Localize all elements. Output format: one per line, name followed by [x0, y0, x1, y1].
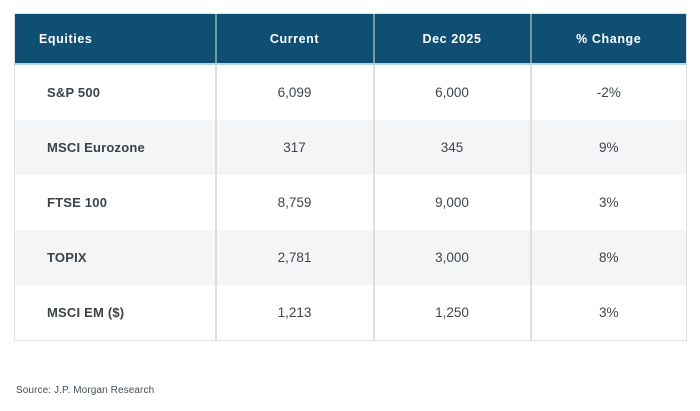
- current-value: 6,099: [214, 64, 374, 120]
- table-row: MSCI Eurozone 317 345 9%: [14, 120, 687, 175]
- row-label: TOPIX: [14, 230, 216, 285]
- equities-table: Equities Current Dec 2025 % Change S&P 5…: [14, 13, 687, 341]
- current-value: 317: [214, 120, 374, 175]
- pct-change-value: 9%: [529, 120, 687, 175]
- table-row: TOPIX 2,781 3,000 8%: [14, 230, 687, 285]
- dec-2025-value: 345: [372, 120, 531, 175]
- pct-change-value: -2%: [529, 64, 687, 120]
- row-label: FTSE 100: [14, 175, 216, 230]
- table-row: S&P 500 6,099 6,000 -2%: [14, 64, 687, 120]
- table-row: MSCI EM ($) 1,213 1,250 3%: [14, 285, 687, 341]
- column-header-pct-change: % Change: [529, 13, 687, 65]
- dec-2025-value: 6,000: [372, 64, 531, 120]
- current-value: 1,213: [214, 285, 374, 341]
- dec-2025-value: 3,000: [372, 230, 531, 285]
- equities-forecast-panel: Equities Current Dec 2025 % Change S&P 5…: [14, 13, 687, 396]
- pct-change-value: 8%: [529, 230, 687, 285]
- pct-change-value: 3%: [529, 175, 687, 230]
- current-value: 2,781: [214, 230, 374, 285]
- pct-change-value: 3%: [529, 285, 687, 341]
- row-label: MSCI EM ($): [14, 285, 216, 341]
- current-value: 8,759: [214, 175, 374, 230]
- column-header-equities: Equities: [14, 13, 216, 65]
- table-row: FTSE 100 8,759 9,000 3%: [14, 175, 687, 230]
- dec-2025-value: 1,250: [372, 285, 531, 341]
- row-label: MSCI Eurozone: [14, 120, 216, 175]
- source-note: Source: J.P. Morgan Research: [16, 385, 155, 396]
- column-header-current: Current: [214, 13, 374, 65]
- dec-2025-value: 9,000: [372, 175, 531, 230]
- column-header-dec-2025: Dec 2025: [372, 13, 531, 65]
- table-header-row: Equities Current Dec 2025 % Change: [14, 13, 687, 65]
- row-label: S&P 500: [14, 64, 216, 120]
